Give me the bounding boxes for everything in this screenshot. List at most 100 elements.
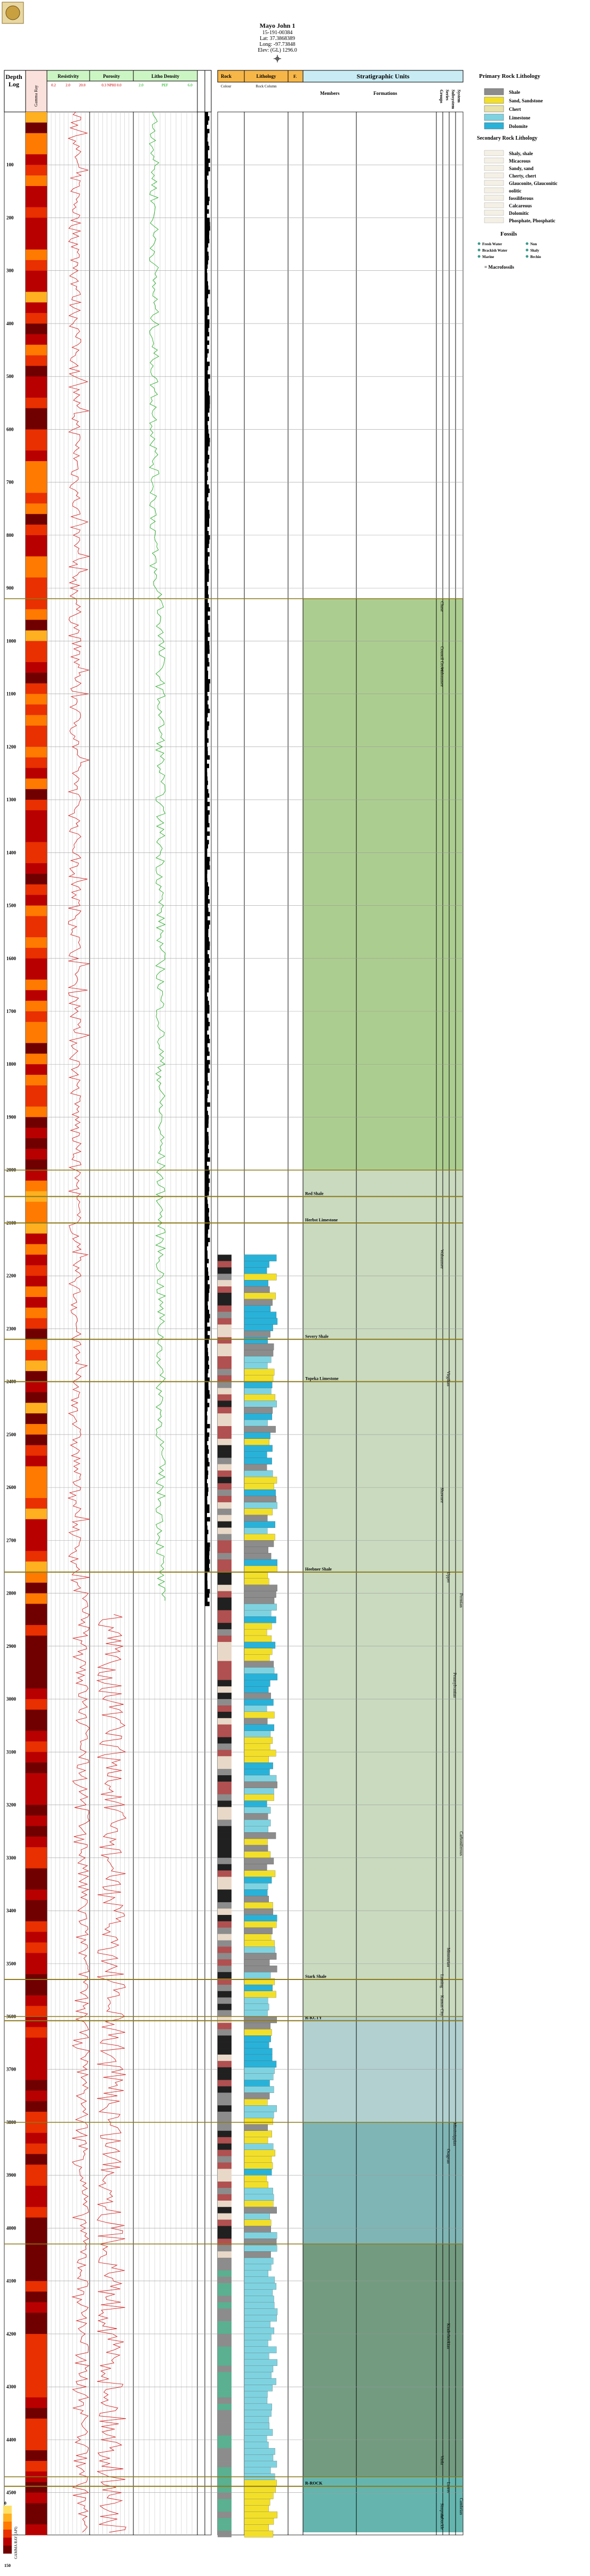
rock-colour-block xyxy=(218,1934,232,1941)
lithology-block xyxy=(244,1515,268,1522)
lithology-block xyxy=(244,1889,268,1896)
rock-colour-block xyxy=(218,2251,232,2258)
gamma-ray-cell xyxy=(26,2376,47,2387)
lithology-block xyxy=(244,1864,267,1871)
lithology-block xyxy=(244,1908,274,1915)
lithology-block xyxy=(244,2086,274,2093)
rock-colour-block xyxy=(218,1426,232,1433)
lithology-block xyxy=(244,1851,271,1858)
gamma-ray-cell xyxy=(26,260,47,271)
caliper-fill xyxy=(205,882,209,887)
porosity-scale: 0.3 NPHI 0.0 xyxy=(101,83,122,87)
gamma-ray-cell xyxy=(26,186,47,197)
caliper-fill xyxy=(205,717,208,722)
lithology-block xyxy=(244,1419,268,1427)
rock-colour-block xyxy=(218,2080,232,2087)
lithology-block xyxy=(244,2073,274,2081)
lithology-block xyxy=(244,2156,272,2163)
legend-swatch-sand-sandstone xyxy=(484,96,504,104)
strat-unit-label: Missourian xyxy=(446,1947,451,1967)
caliper-fill xyxy=(205,1462,210,1467)
caliper-fill xyxy=(205,247,208,252)
lithology-block xyxy=(244,1737,273,1744)
gamma-ray-cell xyxy=(26,1064,47,1075)
caliper-fill xyxy=(205,1047,209,1052)
gamma-ray-cell xyxy=(26,694,47,705)
rock-colour-block xyxy=(218,1743,232,1750)
rock-colour-block xyxy=(218,1902,232,1909)
caliper-fill xyxy=(205,1559,210,1564)
lithology-block xyxy=(244,1877,272,1883)
rock-colour-block xyxy=(218,2321,232,2328)
strat-unit-label: Pennsylvanian xyxy=(452,1672,457,1697)
rock-colour-block xyxy=(218,2467,232,2474)
gamma-ray-cell xyxy=(26,228,47,239)
lithology-block xyxy=(244,1934,272,1941)
legend-text: Calcareous xyxy=(509,203,532,208)
gr-colorbar-cell xyxy=(3,2531,12,2533)
caliper-fill xyxy=(205,374,210,379)
legend-secondary-swatch xyxy=(484,202,504,208)
gamma-ray-cell xyxy=(26,323,47,335)
rock-colour-block xyxy=(218,2385,232,2392)
rock-colour-block xyxy=(218,1578,232,1585)
caliper-fill xyxy=(205,691,208,696)
gamma-ray-cell xyxy=(26,2186,47,2197)
gamma-ray-cell xyxy=(26,218,47,229)
gamma-ray-cell xyxy=(26,1307,47,1319)
caliper-fill xyxy=(205,818,209,824)
strat-unit-ordovician xyxy=(303,2244,463,2477)
rock-colour-block xyxy=(218,2239,232,2245)
depth-tick-label: 2900 xyxy=(6,1644,17,1649)
pef-tick-2: 6.0 xyxy=(188,83,193,87)
lithology-block xyxy=(244,2150,275,2156)
gamma-ray-cell xyxy=(26,2228,47,2239)
gamma-ray-cell xyxy=(26,440,47,451)
rock-colour-block xyxy=(218,2150,232,2156)
caliper-fill xyxy=(205,294,209,299)
gamma-ray-cell xyxy=(26,1138,47,1149)
caliper-fill xyxy=(205,1001,209,1005)
rock-colour-block xyxy=(218,1654,232,1661)
depth-tick-label: 4000 xyxy=(6,2225,17,2231)
gamma-ray-cell xyxy=(26,2175,47,2186)
lithology-block xyxy=(244,2442,269,2449)
rock-colour-block xyxy=(218,1311,232,1318)
lithology-block xyxy=(244,1565,277,1573)
resistivity-tick-1: 2.0 xyxy=(66,83,70,87)
gamma-ray-cell xyxy=(26,112,47,123)
rock-colour-block xyxy=(218,2276,232,2283)
rock-colour-block xyxy=(218,1572,232,1579)
caliper-fill xyxy=(205,624,209,629)
lithology-block xyxy=(244,1458,272,1464)
gamma-ray-cell xyxy=(26,1646,47,1657)
caliper-fill xyxy=(205,425,209,430)
rock-colour-block xyxy=(218,1267,232,1274)
caliper-fill xyxy=(205,1322,208,1327)
gamma-ray-cell xyxy=(26,863,47,874)
caliper-fill xyxy=(205,552,210,557)
lithology-block xyxy=(244,1673,278,1680)
track-frame xyxy=(197,111,205,2535)
rock-colour-block xyxy=(218,1788,232,1794)
caliper-fill xyxy=(205,1165,209,1171)
gamma-ray-cell xyxy=(26,1720,47,1732)
strat-unit-label: Upper xyxy=(446,1572,451,1583)
caliper-fill xyxy=(205,1246,208,1251)
lithology-block xyxy=(244,2340,268,2347)
caliper-fill xyxy=(205,586,209,591)
lithology-block xyxy=(244,1711,275,1719)
caliper-fill xyxy=(205,251,209,256)
gamma-ray-cell xyxy=(26,1879,47,1890)
lithology-block xyxy=(244,1464,267,1471)
caliper-fill xyxy=(205,471,208,477)
legend-text: Brchio xyxy=(530,255,541,259)
caliper-fill xyxy=(205,954,209,959)
gr-colorbar-cell xyxy=(3,2517,12,2518)
caliper-fill xyxy=(205,463,208,468)
lithology-block xyxy=(244,1299,273,1306)
gamma-ray-cell xyxy=(26,2387,47,2398)
caliper-fill xyxy=(205,962,209,967)
caliper-fill xyxy=(205,798,208,802)
pef-curve xyxy=(149,111,166,1601)
